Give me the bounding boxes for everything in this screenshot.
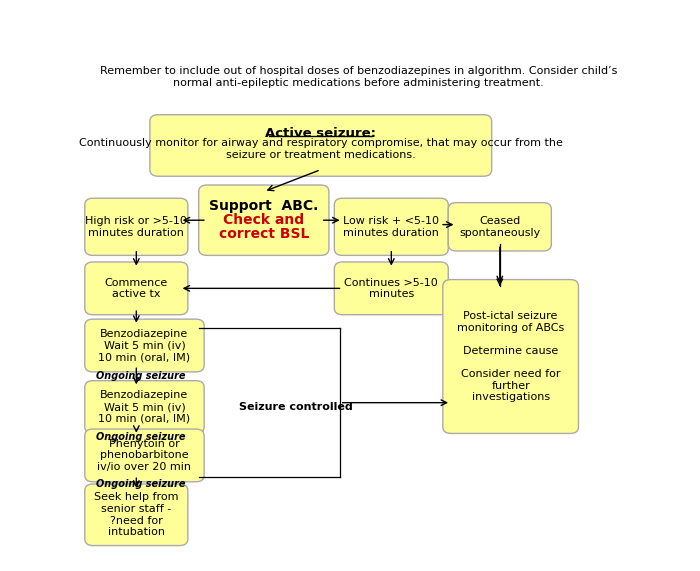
Text: Low risk + <5-10
minutes duration: Low risk + <5-10 minutes duration	[343, 216, 440, 238]
FancyBboxPatch shape	[85, 381, 204, 433]
FancyBboxPatch shape	[335, 198, 448, 255]
Text: Ongoing seizure: Ongoing seizure	[96, 371, 185, 381]
FancyBboxPatch shape	[150, 115, 491, 176]
FancyBboxPatch shape	[85, 198, 188, 255]
Text: Seek help from
senior staff -
?need for
intubation: Seek help from senior staff - ?need for …	[94, 492, 178, 537]
FancyBboxPatch shape	[85, 484, 188, 545]
FancyBboxPatch shape	[85, 262, 188, 315]
FancyBboxPatch shape	[448, 203, 552, 251]
Text: Remember to include out of hospital doses of benzodiazepines in algorithm. Consi: Remember to include out of hospital dose…	[100, 66, 617, 88]
Text: correct BSL: correct BSL	[218, 227, 309, 242]
Text: Ongoing seizure: Ongoing seizure	[96, 432, 185, 441]
Text: Ongoing seizure: Ongoing seizure	[96, 479, 185, 489]
FancyBboxPatch shape	[85, 319, 204, 372]
Text: Active seizure:: Active seizure:	[265, 127, 377, 140]
Text: Check and: Check and	[223, 213, 304, 227]
FancyBboxPatch shape	[199, 185, 329, 255]
FancyBboxPatch shape	[85, 429, 204, 482]
Text: Continues >5-10
minutes: Continues >5-10 minutes	[344, 278, 438, 299]
FancyBboxPatch shape	[335, 262, 448, 315]
Text: Continuously monitor for airway and respiratory compromise, that may occur from : Continuously monitor for airway and resp…	[79, 138, 563, 160]
Text: Seizure controlled: Seizure controlled	[239, 402, 354, 412]
Text: Benzodiazepine
Wait 5 min (iv)
10 min (oral, IM): Benzodiazepine Wait 5 min (iv) 10 min (o…	[99, 391, 190, 424]
Text: Commence
active tx: Commence active tx	[105, 278, 168, 299]
Text: Ceased
spontaneously: Ceased spontaneously	[459, 216, 540, 238]
Text: Post-ictal seizure
monitoring of ABCs

Determine cause

Consider need for
furthe: Post-ictal seizure monitoring of ABCs De…	[457, 311, 564, 402]
Text: Phenytoin or
phenobarbitone
iv/io over 20 min: Phenytoin or phenobarbitone iv/io over 2…	[97, 439, 192, 472]
Text: Support  ABC.: Support ABC.	[209, 199, 318, 213]
Text: Benzodiazepine
Wait 5 min (iv)
10 min (oral, IM): Benzodiazepine Wait 5 min (iv) 10 min (o…	[99, 329, 190, 362]
Text: High risk or >5-10
minutes duration: High risk or >5-10 minutes duration	[85, 216, 188, 238]
FancyBboxPatch shape	[443, 280, 578, 433]
